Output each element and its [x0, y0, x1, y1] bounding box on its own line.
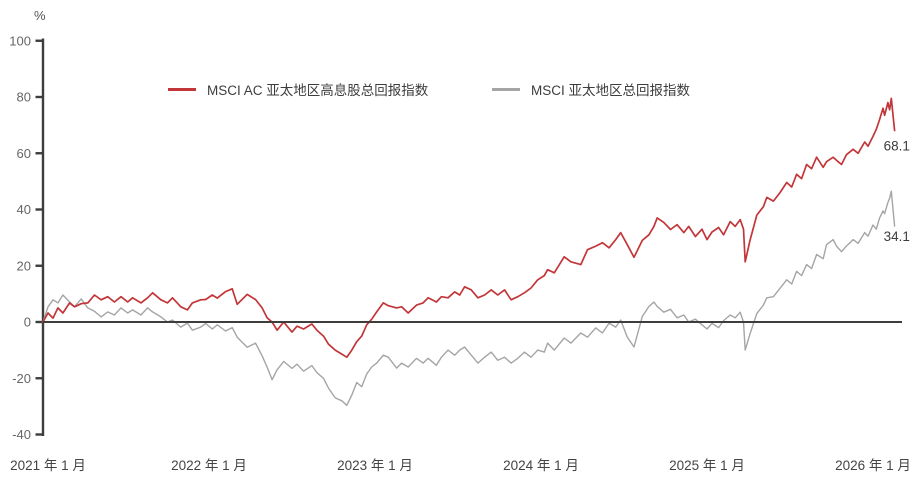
y-tick-label: 20 — [17, 258, 31, 273]
y-tick-label: 80 — [17, 90, 31, 105]
x-tick-label: 2021 年 1 月 — [10, 458, 86, 473]
y-axis-unit-label: % — [34, 8, 46, 23]
x-axis-labels: 2021 年 1 月 2022 年 1 月 2023 年 1 月 2024 年 1 月… — [10, 458, 911, 473]
y-tick-label: 100 — [9, 33, 31, 48]
broad-index-series-line — [42, 190, 896, 406]
y-tick-label: -40 — [12, 427, 31, 442]
high-dividend-series-line — [42, 97, 896, 359]
y-tick-label: 40 — [17, 202, 31, 217]
x-tick-label: 2026 年 1 月 — [835, 458, 911, 473]
series-lines — [42, 97, 896, 406]
y-tick-label: -20 — [12, 371, 31, 386]
y-axis-ticks: 100 80 60 40 20 0 -20 -40 — [9, 33, 43, 442]
x-tick-label: 2022 年 1 月 — [171, 458, 247, 473]
end-value-label-broad-index: 34.1 — [884, 229, 910, 244]
y-tick-label: 0 — [24, 315, 31, 330]
end-value-label-high-dividend: 68.1 — [884, 138, 910, 153]
x-tick-label: 2024 年 1 月 — [503, 458, 579, 473]
x-tick-label: 2023 年 1 月 — [337, 458, 413, 473]
y-tick-label: 60 — [17, 146, 31, 161]
x-tick-label: 2025 年 1 月 — [669, 458, 745, 473]
